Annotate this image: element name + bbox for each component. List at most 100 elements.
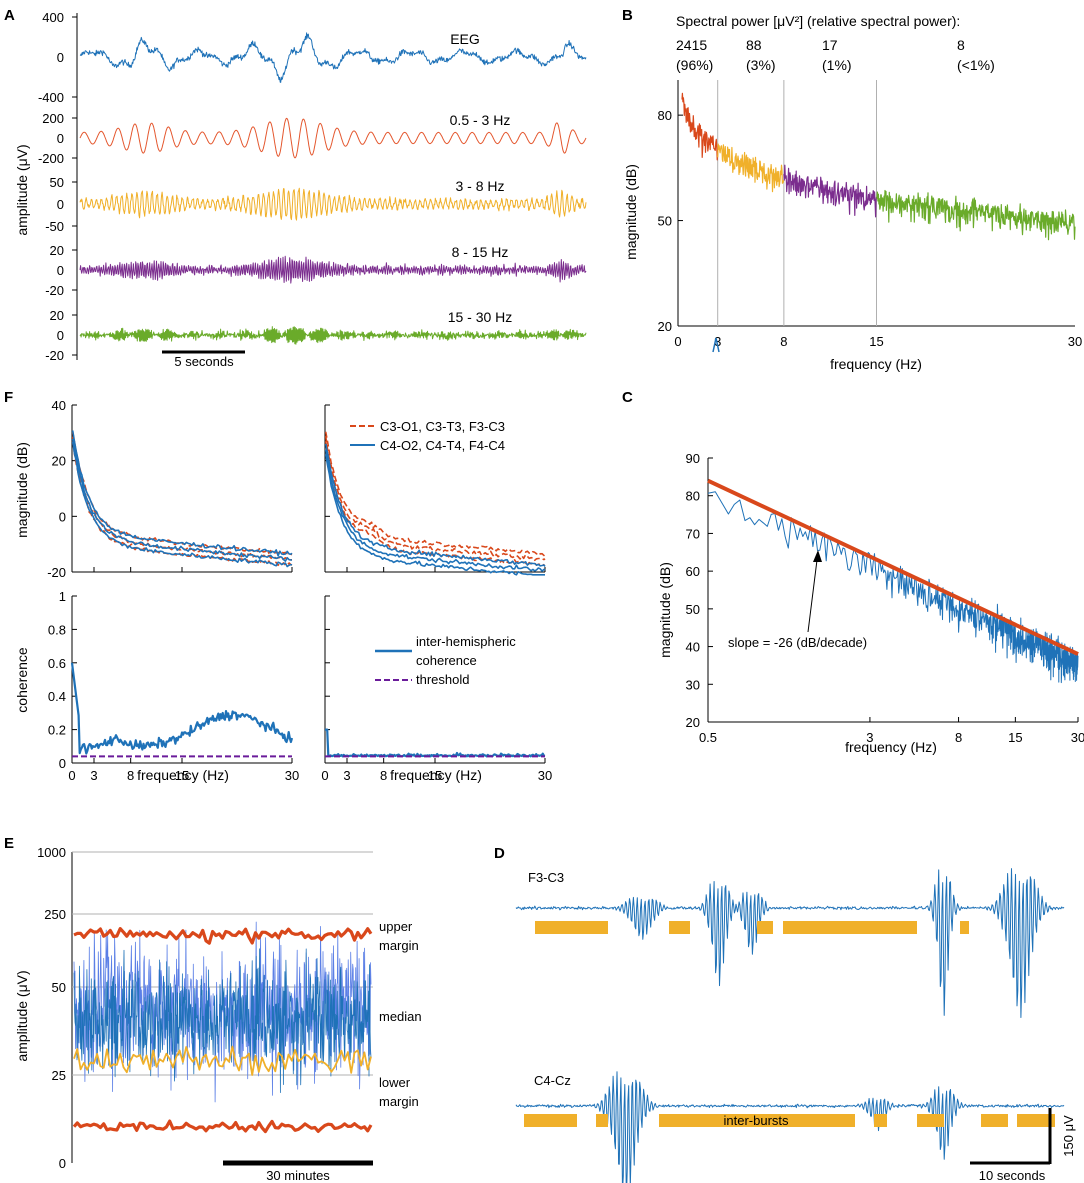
panel-f: F magnitude (dB) coherence frequency (Hz… (4, 389, 552, 783)
panel-d-plot (515, 868, 1065, 1183)
trace-label-theta: 3 - 8 Hz (455, 178, 504, 194)
raw-amplitude-line-2 (73, 948, 372, 1093)
ytick-a-0-bottom: -400 (38, 90, 64, 105)
panel-b-plot: 80 50 200 3 8 15 30 (658, 80, 1082, 349)
panel-f-legend: C3-O1, C3-T3, F3-C3 C4-O2, C4-T4, F4-C4 … (350, 419, 516, 687)
annotation-arrow (807, 551, 819, 633)
burst-bar-f3-c3 (757, 921, 773, 934)
xtick-f-8: 8 (380, 768, 387, 783)
xtick-f-0: 0 (321, 768, 328, 783)
spectrum-right-hemisphere (71, 430, 293, 557)
ytick-e-0: 0 (59, 1156, 66, 1171)
trace-c4-cz (515, 1071, 1065, 1183)
trace-delta (79, 117, 587, 159)
panel-letter-d: D (494, 845, 505, 862)
panel-a: A amplitude (μV) 4000-400EEG2000-2000.5 … (4, 7, 587, 369)
panel-d-time-label: 10 seconds (979, 1168, 1046, 1183)
band-power-2: 17 (822, 37, 838, 53)
ytick-e-250: 250 (44, 907, 66, 922)
ytick-a-3-bottom: -20 (45, 283, 64, 298)
ytick-f-bottom-0.8: 0.8 (48, 622, 66, 637)
trace-alpha (79, 255, 587, 284)
band-relative-0: (96%) (676, 57, 713, 73)
ytick-a-4-top: 20 (50, 308, 64, 323)
ytick-a-2-top: 50 (50, 175, 64, 190)
panel-b-band-0: 2415 (96%) (676, 37, 713, 73)
panel-e-lower-2: margin (379, 1094, 419, 1109)
burst-bar-c4-cz (981, 1114, 1008, 1127)
ytick-f-bottom-0.4: 0.4 (48, 689, 66, 704)
arrow-head-icon (813, 550, 822, 562)
panel-f-ylabel-top: magnitude (dB) (14, 442, 30, 538)
spectrum-right-hemisphere (324, 449, 546, 572)
panel-e-upper-1: upper (379, 919, 413, 934)
xtick-f-8: 8 (127, 768, 134, 783)
xtick-c-0.5: 0.5 (699, 730, 717, 745)
ytick-a-1-bottom: -200 (38, 151, 64, 166)
ytick-a-3-mid: 0 (57, 263, 64, 278)
trace-label-EEG: EEG (450, 31, 480, 47)
ytick-a-1-mid: 0 (57, 131, 64, 146)
panel-c: C magnitude (dB) frequency (Hz) 90 80 70 60… (622, 389, 1084, 755)
burst-bar-c4-cz (917, 1114, 944, 1127)
ytick-b-2: 20 (658, 319, 672, 334)
spectrum-left-hemisphere (71, 432, 293, 556)
band-power-1: 88 (746, 37, 762, 53)
xtick-f-0: 0 (68, 768, 75, 783)
xtick-c-30: 30 (1071, 730, 1084, 745)
panel-letter-a: A (4, 7, 15, 24)
trace-EEG (79, 32, 587, 83)
spectrum-left-hemisphere (71, 441, 293, 567)
panel-c-ylabel: magnitude (dB) (657, 562, 673, 658)
trace-theta (79, 187, 587, 221)
burst-bar-f3-c3 (783, 921, 917, 934)
panel-b-band-1: 88 (3%) (746, 37, 776, 73)
raw-amplitude-line (73, 921, 372, 1103)
ytick-b-1: 50 (658, 214, 672, 229)
xtick-f-3: 3 (343, 768, 350, 783)
spectrum-right-hemisphere (71, 441, 293, 568)
legend-threshold: threshold (416, 672, 469, 687)
panel-f-ylabel-bottom: coherence (14, 647, 30, 713)
panel-e-ylabel: amplitude (μV) (14, 970, 30, 1061)
xtick-c-15: 15 (1008, 730, 1022, 745)
ytick-c-50: 50 (686, 602, 700, 617)
spectrum-band-2 (783, 164, 878, 218)
panel-d-channel-2: C4-Cz (534, 1073, 571, 1088)
upper-margin-line (73, 926, 373, 945)
fit-line (707, 478, 1079, 656)
trace-label-beta: 15 - 30 Hz (448, 309, 513, 325)
panel-c-xlabel: frequency (Hz) (845, 739, 937, 755)
panel-b-ylabel: magnitude (dB) (623, 164, 639, 260)
xtick-b-3: 3 (714, 334, 721, 349)
ytick-f-top-0: 0 (59, 509, 66, 524)
spectrum-log (707, 491, 1079, 684)
ytick-f-top-20: 20 (52, 454, 66, 469)
xtick-f-30: 30 (538, 768, 552, 783)
ytick-c-40: 40 (686, 640, 700, 655)
panel-b-xlabel: frequency (Hz) (830, 356, 922, 372)
ytick-a-4-mid: 0 (57, 328, 64, 343)
band-power-0: 2415 (676, 37, 707, 53)
panel-d-bar-label: inter-bursts (723, 1113, 789, 1128)
trace-label-delta: 0.5 - 3 Hz (450, 112, 511, 128)
ytick-f-bottom-1: 1 (59, 589, 66, 604)
panel-b: B Spectral power [μV²] (relative spectra… (622, 7, 1082, 372)
ytick-a-3-top: 20 (50, 243, 64, 258)
median-line (73, 1045, 372, 1076)
panel-e-scalebar-label: 30 minutes (266, 1168, 330, 1183)
ytick-f-top--20: -20 (47, 565, 66, 580)
ytick-b-0: 80 (658, 108, 672, 123)
spectrum-band-3 (876, 189, 1076, 241)
ytick-c-30: 30 (686, 677, 700, 692)
ytick-f-bottom-0: 0 (59, 756, 66, 771)
burst-bar-c4-cz (1017, 1114, 1055, 1127)
spectrum-left-hemisphere (324, 431, 546, 557)
xtick-b-30: 30 (1068, 334, 1082, 349)
xtick-f-30: 30 (285, 768, 299, 783)
spectrum-left-hemisphere (324, 435, 546, 562)
legend-coherence-2: coherence (416, 653, 477, 668)
